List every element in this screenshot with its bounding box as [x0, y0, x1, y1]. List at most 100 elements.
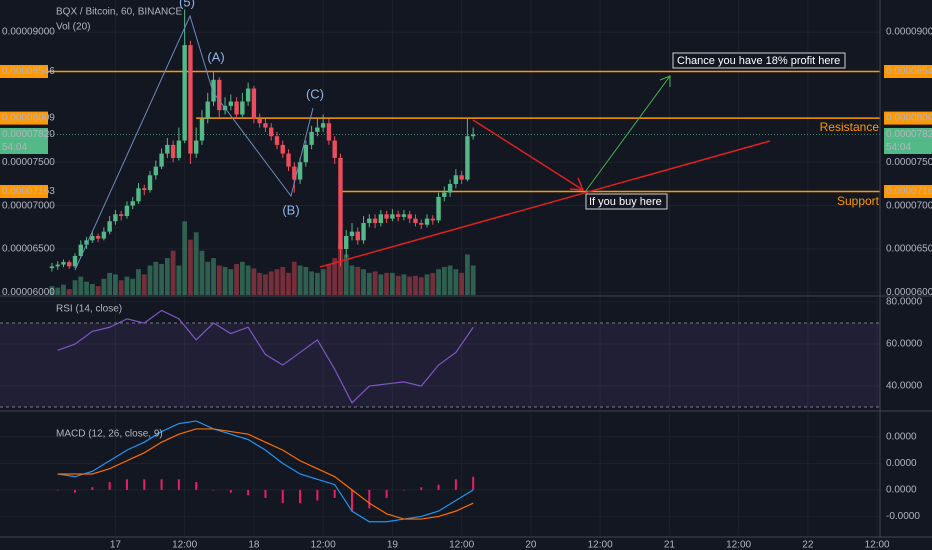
trend-line: [472, 119, 584, 191]
price-label-box: [0, 111, 48, 125]
histogram-bar: [160, 479, 163, 490]
pane-title: MACD (12, 26, close, 9): [56, 429, 163, 440]
candle-body: [447, 183, 453, 193]
volume-bar: [130, 278, 136, 295]
candle-body: [124, 205, 130, 217]
volume-bar: [424, 274, 430, 295]
y-tick-label: 40.0000: [886, 381, 923, 392]
histogram-bar: [281, 489, 284, 504]
volume-bar: [372, 271, 378, 295]
volume-bar: [95, 286, 101, 295]
annotation: If you buy here: [589, 196, 662, 208]
candle-body: [401, 214, 407, 217]
candle-body: [395, 214, 401, 217]
volume-bar: [72, 280, 78, 295]
x-tick-label: 12:00: [865, 540, 890, 550]
histogram-bar: [299, 489, 302, 504]
candle-body: [355, 231, 360, 241]
candle-body: [130, 201, 135, 206]
y-tick-label: -0.0000: [886, 511, 920, 522]
volume-bar: [147, 265, 153, 295]
volume-bar: [297, 265, 303, 295]
volume-bar: [222, 266, 228, 295]
price-label-box: [884, 140, 932, 154]
volume-bar: [384, 272, 390, 295]
volume-bar: [343, 254, 349, 295]
volume-bar: [164, 258, 170, 295]
arrow-head: [569, 177, 585, 191]
candle-body: [72, 255, 78, 267]
x-tick-label: 18: [248, 540, 260, 550]
candle-body: [442, 192, 447, 197]
volume-bar: [55, 287, 61, 295]
volume-bar: [234, 264, 239, 295]
price-label-box: [0, 127, 48, 141]
trend-line: [319, 140, 771, 268]
volume-bar: [274, 269, 280, 295]
volume-bar: [338, 243, 343, 295]
candle-body: [142, 188, 147, 191]
candle-body: [245, 88, 251, 102]
candle-body: [390, 214, 395, 219]
price-label: 0.00008546: [2, 66, 55, 77]
candle-body: [470, 134, 476, 137]
candle-body: [153, 166, 159, 176]
volume-bar: [199, 250, 205, 295]
y-tick-label: 0.00006000: [886, 287, 932, 298]
histogram-bar: [264, 489, 267, 498]
series-line: [57, 309, 474, 404]
histogram-bar: [454, 479, 457, 490]
candle-body: [419, 222, 424, 225]
marks: [0, 9, 880, 523]
candle-body: [384, 214, 389, 219]
volume-bar: [113, 274, 118, 295]
candle-body: [320, 123, 326, 128]
volume-bar: [251, 268, 257, 295]
chart-subtitle: Vol (20): [56, 22, 90, 33]
candle-body: [297, 162, 303, 180]
volume-bar: [101, 278, 107, 295]
volume-bar: [153, 261, 159, 295]
x-tick-label: 12:00: [449, 540, 474, 550]
y-tick-label: 0.00007000: [886, 200, 932, 211]
volume-bar: [459, 272, 465, 295]
arrow-head: [659, 75, 671, 87]
volume-bar: [159, 264, 164, 295]
histogram-bar: [333, 489, 336, 498]
candle-body: [234, 101, 239, 115]
volume-bar: [303, 266, 309, 295]
candle-body: [113, 214, 118, 222]
volume-bar: [418, 277, 424, 295]
label-box: [585, 193, 668, 210]
candle-body: [465, 136, 470, 180]
price-label: 0.00007820: [886, 129, 932, 140]
candle-body: [315, 127, 320, 132]
volume-bar: [291, 261, 297, 295]
candle-body: [165, 144, 170, 154]
y-tick-label: 0.00006500: [2, 244, 55, 255]
histogram-bar: [56, 489, 59, 491]
candle-body: [205, 101, 210, 119]
x-tick-label: 12:00: [726, 540, 751, 550]
histogram-bar: [195, 481, 198, 490]
candle-body: [95, 236, 101, 239]
annotation: Resistance: [820, 120, 880, 134]
candle-body: [286, 153, 291, 167]
histogram-bar: [177, 479, 180, 490]
price-label-box: [884, 127, 932, 141]
volume-bar: [309, 271, 315, 295]
candle-body: [147, 175, 153, 191]
volume-bar: [170, 250, 176, 295]
histogram-bar: [472, 476, 475, 490]
y-tick-label: 0.00009000: [2, 27, 55, 38]
candle-body: [107, 221, 112, 232]
candle-body: [263, 123, 268, 128]
volume-bar: [436, 269, 441, 295]
candle-body: [459, 175, 464, 180]
volume-bar: [228, 269, 234, 295]
candle-body: [176, 140, 182, 158]
y-tick-label: 80.0000: [886, 297, 923, 308]
histogram-bar: [247, 489, 250, 496]
